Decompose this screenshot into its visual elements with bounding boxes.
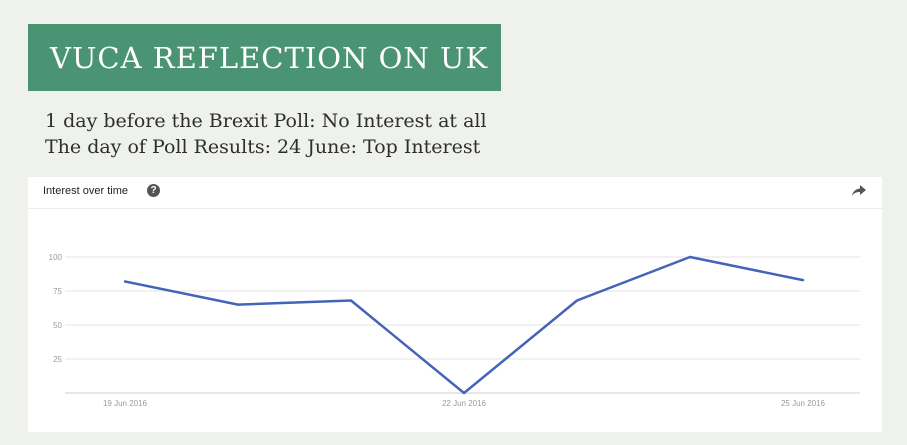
x-tick-label: 22 Jun 2016 [442,399,487,408]
y-tick-label: 50 [53,321,62,330]
share-icon[interactable] [852,185,866,197]
data-point[interactable] [801,278,805,282]
help-icon[interactable]: ? [147,184,160,197]
interest-chart: 100 75 50 25 19 Jun 2016 22 Jun 2016 25 Jun 20… [49,253,860,408]
header-divider [28,208,882,209]
y-tick-label: 75 [53,287,62,296]
data-point[interactable] [349,299,353,302]
data-point[interactable] [123,280,127,283]
subtitle-line-2: The day of Poll Results: 24 June: Top In… [45,136,481,158]
widget-title: Interest over time [43,185,128,197]
y-tick-label: 25 [53,355,62,364]
data-point[interactable] [462,391,466,395]
y-tick-label: 100 [49,253,63,262]
slide-title: VUCA REFLECTION ON UK [50,40,489,75]
data-point[interactable] [688,255,692,259]
widget-header: Interest over time ? [28,177,882,207]
data-point[interactable] [236,303,240,306]
interest-over-time-widget: Interest over time ? 100 75 50 25 19 Jun 201… [28,177,882,432]
data-point[interactable] [575,299,579,302]
x-tick-label: 19 Jun 2016 [103,399,148,408]
title-banner: VUCA REFLECTION ON UK [28,24,501,91]
x-tick-label: 25 Jun 2016 [781,399,826,408]
subtitle-line-1: 1 day before the Brexit Poll: No Interes… [45,110,487,132]
